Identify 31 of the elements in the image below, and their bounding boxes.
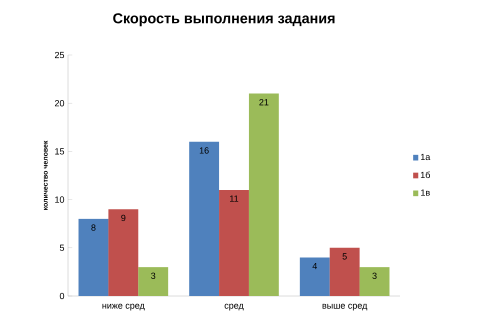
- data-label: 11: [230, 195, 238, 202]
- data-label: 3: [151, 272, 156, 279]
- legend-label: 1б: [420, 171, 430, 178]
- x-tick-label: выше сред: [322, 304, 368, 310]
- legend-label: 1а: [421, 154, 430, 160]
- chart-title: Скорость выполнения задания: [113, 13, 334, 26]
- data-label: 4: [312, 262, 318, 270]
- data-label: 5: [342, 253, 347, 260]
- y-tick-label: 20: [54, 100, 64, 106]
- data-label: 8: [91, 224, 96, 231]
- y-tick-label: 25: [54, 52, 64, 58]
- y-tick-label: 10: [55, 196, 64, 203]
- data-label: 9: [121, 214, 126, 222]
- bar: [219, 190, 249, 296]
- bar: [108, 209, 138, 296]
- legend-label: 1в: [421, 189, 430, 196]
- bar: [360, 267, 390, 296]
- data-label: 3: [372, 272, 377, 279]
- bar: [78, 218, 108, 296]
- x-tick-label: ниже сред: [102, 304, 145, 310]
- bar: [330, 248, 360, 296]
- bar: [189, 142, 220, 296]
- bar: [248, 94, 279, 296]
- data-label: 16: [200, 147, 209, 154]
- bar: [300, 257, 330, 296]
- y-tick-label: 0: [60, 292, 64, 300]
- x-tick-label: сред: [224, 304, 244, 310]
- y-tick-label: 5: [60, 244, 64, 251]
- data-label: 21: [259, 99, 268, 106]
- y-tick-label: 15: [55, 148, 64, 155]
- bar: [138, 267, 168, 296]
